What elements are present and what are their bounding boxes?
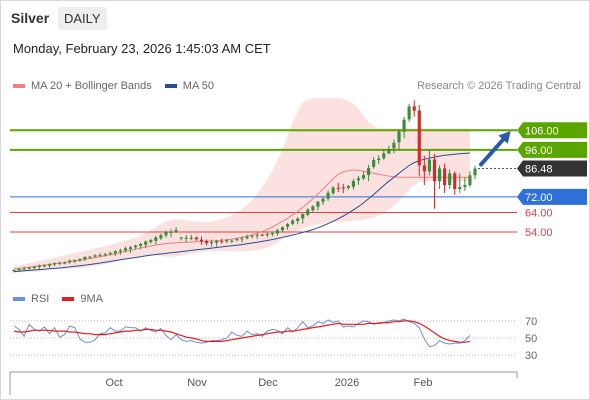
timeframe-badge[interactable]: DAILY [58,7,107,30]
research-credit: Research © 2026 Trading Central [416,80,581,92]
legend-swatch-rsi [13,297,25,301]
legend-label-rsi-ma9: 9MA [80,293,103,305]
legend-label-ma50: MA 50 [182,80,214,92]
legend-swatch-ma20 [13,84,25,88]
price-legend: MA 20 + Bollinger Bands MA 50 [13,80,214,92]
instrument-title: Silver [11,10,50,26]
rsi-legend: RSI 9MA [13,293,103,305]
legend-label-rsi: RSI [31,293,50,305]
report-datetime: Monday, February 23, 2026 1:45:03 AM CET [13,41,271,56]
legend-label-ma20: MA 20 + Bollinger Bands [31,80,152,92]
legend-swatch-rsi-ma9 [62,297,75,301]
legend-swatch-ma50 [164,84,177,88]
